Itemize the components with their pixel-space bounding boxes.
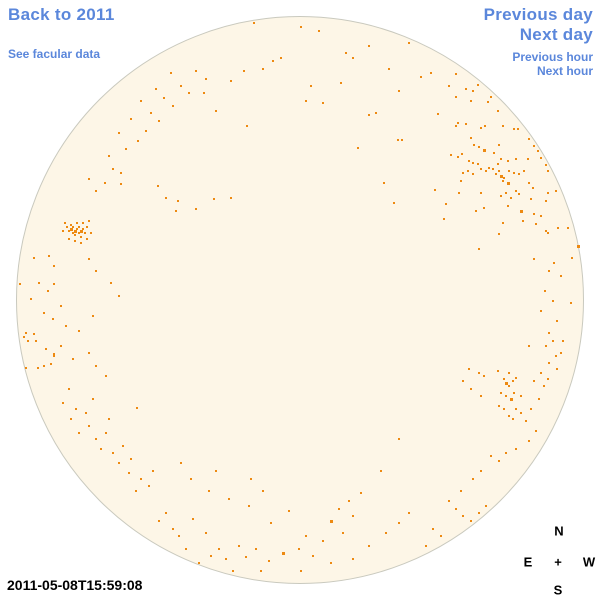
hour-navigation: Previous hour Next hour — [512, 50, 593, 78]
compass-north-label: N — [554, 523, 564, 539]
compass-south-label: S — [553, 582, 563, 598]
observation-timestamp: 2011-05-08T15:59:08 — [7, 577, 143, 593]
previous-day-link[interactable]: Previous day — [483, 5, 593, 24]
compass-center-mark: + — [554, 554, 562, 570]
solar-disk — [16, 16, 584, 584]
back-to-year-link[interactable]: Back to 2011 — [8, 5, 115, 24]
previous-hour-link[interactable]: Previous hour — [512, 50, 593, 64]
next-day-link[interactable]: Next day — [519, 25, 593, 44]
next-hour-link[interactable]: Next hour — [536, 64, 593, 78]
day-navigation: Previous day Next day — [484, 5, 593, 45]
see-facular-data-link[interactable]: See facular data — [8, 47, 101, 61]
compass-east-label: E — [523, 554, 533, 570]
compass-west-label: W — [582, 554, 596, 570]
